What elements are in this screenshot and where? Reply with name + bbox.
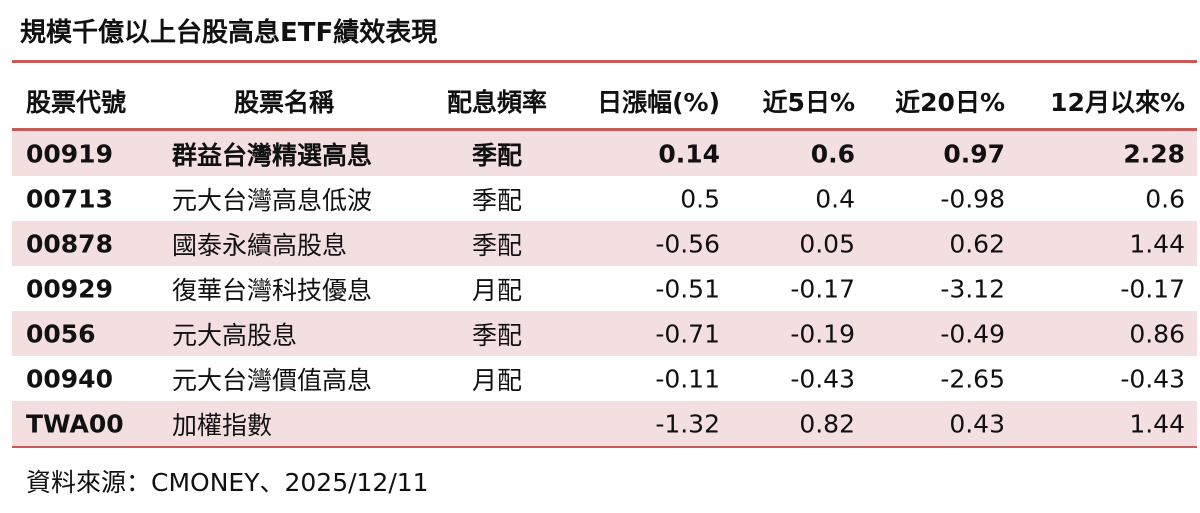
cell-5d: 0.6 <box>810 139 855 168</box>
cell-name: 元大高股息 <box>172 320 298 350</box>
cell-code: 0056 <box>26 319 96 348</box>
cell-frequency: 季配 <box>471 230 523 260</box>
cell-name: 元大台灣高息低波 <box>172 185 373 215</box>
table-row: 00929 復華台灣科技優息 月配 -0.51 -0.17 -3.12 -0.17 <box>12 266 1197 311</box>
table-row: 00919 群益台灣精選高息 季配 0.14 0.6 0.97 2.28 <box>12 131 1197 176</box>
cell-20d: 0.43 <box>949 409 1005 438</box>
header-name: 股票名稱 <box>234 87 335 117</box>
cell-frequency: 月配 <box>471 275 523 305</box>
top-rule <box>12 60 1197 63</box>
cell-code: 00878 <box>26 229 113 258</box>
source-note: 資料來源：CMONEY、2025/12/11 <box>26 468 429 497</box>
cell-20d: 0.62 <box>949 229 1005 258</box>
cell-daily: 0.14 <box>658 139 720 168</box>
header-row: 股票代號 股票名稱 配息頻率 日漲幅(%) 近5日% 近20日% 12月以來% <box>12 78 1197 123</box>
cell-frequency: 季配 <box>471 185 523 215</box>
cell-since-dec: 2.28 <box>1123 139 1185 168</box>
header-code: 股票代號 <box>26 87 127 117</box>
cell-5d: 0.05 <box>799 229 855 258</box>
table-row: TWA00 加權指數 -1.32 0.82 0.43 1.44 <box>12 401 1197 446</box>
cell-daily: -0.51 <box>655 274 720 303</box>
cell-20d: -3.12 <box>940 274 1005 303</box>
table-row: 0056 元大高股息 季配 -0.71 -0.19 -0.49 0.86 <box>12 311 1197 356</box>
cell-since-dec: 1.44 <box>1129 229 1185 258</box>
cell-code: 00929 <box>26 274 113 303</box>
cell-code: 00940 <box>26 364 113 393</box>
cell-daily: -0.11 <box>655 364 720 393</box>
cell-since-dec: -0.43 <box>1120 364 1185 393</box>
table-title: 規模千億以上台股高息ETF績效表現 <box>20 18 438 48</box>
table-row: 00940 元大台灣價值高息 月配 -0.11 -0.43 -2.65 -0.43 <box>12 356 1197 401</box>
cell-20d: 0.97 <box>943 139 1005 168</box>
cell-since-dec: -0.17 <box>1120 274 1185 303</box>
header-daily: 日漲幅(%) <box>597 87 720 117</box>
header-frequency: 配息頻率 <box>446 87 548 117</box>
cell-daily: -0.71 <box>655 319 720 348</box>
cell-5d: -0.17 <box>790 274 855 303</box>
cell-name: 復華台灣科技優息 <box>172 275 373 305</box>
cell-daily: -1.32 <box>655 409 720 438</box>
cell-frequency: 月配 <box>471 365 523 395</box>
cell-name: 加權指數 <box>172 410 273 440</box>
table-row: 00878 國泰永續高股息 季配 -0.56 0.05 0.62 1.44 <box>12 221 1197 266</box>
cell-frequency: 季配 <box>471 320 523 350</box>
header-since-dec: 12月以來% <box>1050 87 1185 117</box>
cell-name: 元大台灣價值高息 <box>172 365 373 395</box>
bottom-rule <box>12 446 1197 448</box>
cell-name: 國泰永續高股息 <box>172 230 348 260</box>
cell-name: 群益台灣精選高息 <box>172 140 373 170</box>
cell-daily: -0.56 <box>655 229 720 258</box>
cell-5d: 0.82 <box>799 409 855 438</box>
cell-code: TWA00 <box>26 409 124 438</box>
cell-code: 00713 <box>26 184 113 213</box>
cell-code: 00919 <box>26 139 113 168</box>
header-rule <box>12 128 1197 131</box>
cell-daily: 0.5 <box>680 184 720 213</box>
cell-5d: -0.19 <box>790 319 855 348</box>
cell-since-dec: 1.44 <box>1129 409 1185 438</box>
cell-frequency: 季配 <box>471 140 523 170</box>
header-5d: 近5日% <box>762 87 855 117</box>
cell-since-dec: 0.6 <box>1145 184 1185 213</box>
cell-5d: -0.43 <box>790 364 855 393</box>
header-20d: 近20日% <box>895 87 1005 117</box>
cell-20d: -0.98 <box>940 184 1005 213</box>
cell-since-dec: 0.86 <box>1129 319 1185 348</box>
table-row: 00713 元大台灣高息低波 季配 0.5 0.4 -0.98 0.6 <box>12 176 1197 221</box>
cell-20d: -0.49 <box>940 319 1005 348</box>
cell-20d: -2.65 <box>940 364 1005 393</box>
cell-5d: 0.4 <box>815 184 855 213</box>
